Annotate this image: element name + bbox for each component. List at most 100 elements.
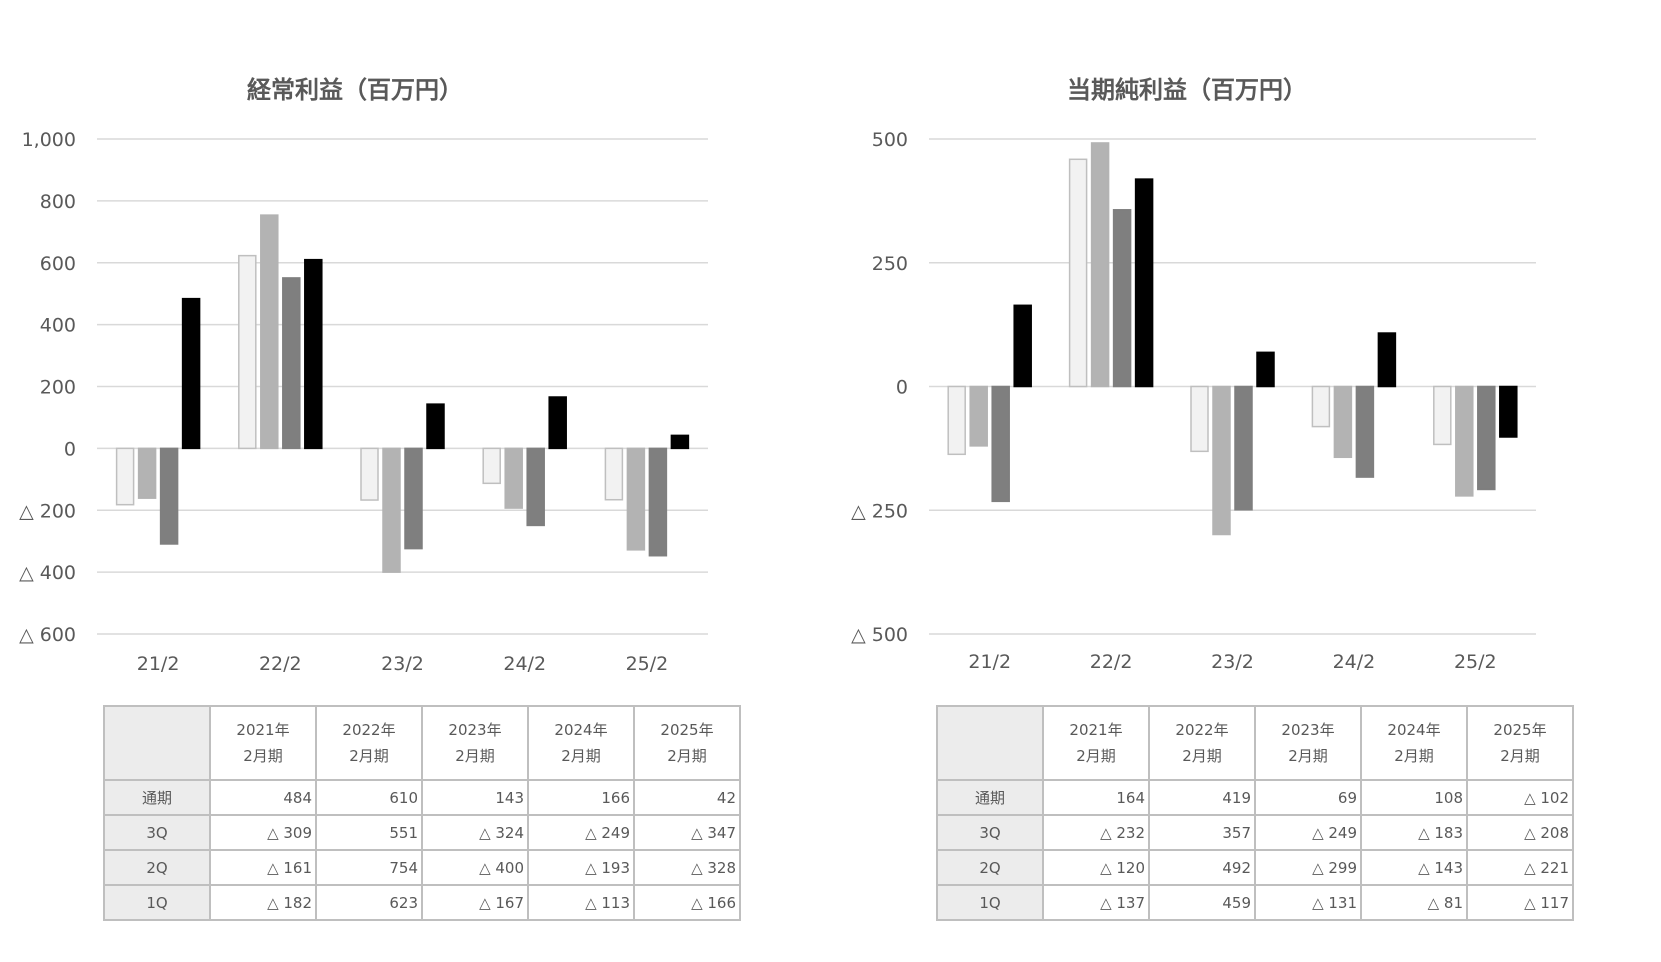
x-tick-label: 22/2 <box>1090 651 1133 673</box>
bar <box>260 214 279 450</box>
table-cell: 492 <box>1148 849 1256 886</box>
column-header-period: 2月期 <box>243 747 283 765</box>
bar <box>947 385 966 456</box>
column-header-period: 2月期 <box>1182 747 1222 765</box>
bar <box>1112 209 1132 388</box>
table-cell: 484 <box>209 779 317 816</box>
table-cell: 69 <box>1254 779 1362 816</box>
y-tick-label: 500 <box>872 129 908 151</box>
table-corner-cell <box>103 705 211 781</box>
x-tick-label: 24/2 <box>1333 651 1376 673</box>
bar <box>548 396 567 450</box>
table-cell: △ 131 <box>1254 884 1362 921</box>
column-header-period: 2月期 <box>1288 747 1328 765</box>
y-tick-label: 800 <box>40 191 76 213</box>
column-header-year: 2021年 <box>1069 721 1123 739</box>
table-cell: △ 120 <box>1042 849 1150 886</box>
table-cell: △ 193 <box>527 849 635 886</box>
table-row: 通期 484 610 143 166 42 <box>103 779 741 816</box>
column-header-year: 2021年 <box>236 721 290 739</box>
bar <box>1190 385 1209 453</box>
table-cell: 143 <box>421 779 529 816</box>
table-cell: 164 <box>1042 779 1150 816</box>
bar <box>626 447 646 551</box>
bar <box>991 385 1010 503</box>
chart-title: 当期純利益（百万円） <box>1067 76 1307 104</box>
column-header-period: 2月期 <box>349 747 389 765</box>
x-tick-label: 25/2 <box>1454 651 1497 673</box>
table-cell: △ 143 <box>1360 849 1468 886</box>
bar <box>282 277 301 450</box>
y-tick-label: △ 600 <box>19 624 76 646</box>
bar <box>1499 385 1518 438</box>
bar <box>482 447 501 485</box>
row-label: 通期 <box>103 779 211 816</box>
column-header-period: 2月期 <box>1394 747 1434 765</box>
bar <box>181 297 201 450</box>
column-header-2022: 2022年 2月期 <box>1148 705 1256 781</box>
table-cell: 357 <box>1148 814 1256 851</box>
column-header-2022: 2022年 2月期 <box>315 705 423 781</box>
y-tick-label: △ 500 <box>851 624 908 646</box>
table-cell: 419 <box>1148 779 1256 816</box>
table-cell: △ 347 <box>633 814 741 851</box>
bar <box>1433 385 1452 446</box>
bar <box>382 447 401 573</box>
column-header-2024: 2024年 2月期 <box>527 705 635 781</box>
bar <box>115 447 135 506</box>
bar <box>969 385 988 447</box>
column-header-2025: 2025年 2月期 <box>633 705 741 781</box>
net-income-chart: 当期純利益（百万円） 500 250 0 △ 250 △ 500 21/2 22/2 23/2 2… <box>851 76 1536 673</box>
table-cell: △ 137 <box>1042 884 1150 921</box>
y-tick-label: △ 250 <box>851 500 908 522</box>
table-cell: △ 161 <box>209 849 317 886</box>
row-label: 通期 <box>936 779 1044 816</box>
bar <box>604 447 624 501</box>
table-cell: △ 167 <box>421 884 529 921</box>
table-cell: △ 249 <box>1254 814 1362 851</box>
table-cell: 459 <box>1148 884 1256 921</box>
x-tick-label: 21/2 <box>968 651 1011 673</box>
table-cell: △ 113 <box>527 884 635 921</box>
bar <box>1477 385 1496 491</box>
bar <box>137 447 157 499</box>
table-cell: △ 324 <box>421 814 529 851</box>
table-header-row: 2021年 2月期 2022年 2月期 2023年 2月期 2024年 2月期 2025… <box>936 705 1574 781</box>
column-header-year: 2023年 <box>448 721 502 739</box>
x-tick-label: 23/2 <box>1211 651 1254 673</box>
column-header-2023: 2023年 2月期 <box>1254 705 1362 781</box>
table-cell: △ 221 <box>1466 849 1574 886</box>
chart-title: 経常利益（百万円） <box>247 76 463 104</box>
net-income-table: 2021年 2月期 2022年 2月期 2023年 2月期 2024年 2月期 2025… <box>936 705 1574 921</box>
row-label: 1Q <box>103 884 211 921</box>
ordinary-profit-chart: 経常利益（百万円） 1,000 800 600 400 200 0 △ 200 △ 400 △ 6… <box>19 76 708 675</box>
y-tick-label: 200 <box>40 377 76 399</box>
column-header-year: 2025年 <box>660 721 714 739</box>
x-tick-label: 25/2 <box>626 653 669 675</box>
bar <box>1090 142 1110 388</box>
table-cell: △ 182 <box>209 884 317 921</box>
bar <box>1377 332 1397 388</box>
table-cell: △ 309 <box>209 814 317 851</box>
table-row: 2Q △ 120 492 △ 299 △ 143 △ 221 <box>936 849 1574 886</box>
table-row: 3Q △ 309 551 △ 324 △ 249 △ 347 <box>103 814 741 851</box>
row-label: 2Q <box>103 849 211 886</box>
column-header-year: 2025年 <box>1493 721 1547 739</box>
table-cell: △ 117 <box>1466 884 1574 921</box>
bar <box>1212 385 1231 536</box>
bar <box>1455 385 1474 497</box>
table-cell: △ 81 <box>1360 884 1468 921</box>
ordinary-profit-table: 2021年 2月期 2022年 2月期 2023年 2月期 2024年 2月期 2025… <box>103 705 741 921</box>
table-cell: △ 183 <box>1360 814 1468 851</box>
y-tick-label: 600 <box>40 253 76 275</box>
row-label: 2Q <box>936 849 1044 886</box>
column-header-year: 2024年 <box>1387 721 1441 739</box>
bar <box>648 447 668 557</box>
column-header-period: 2月期 <box>1500 747 1540 765</box>
column-header-year: 2023年 <box>1281 721 1335 739</box>
column-header-2025: 2025年 2月期 <box>1466 705 1574 781</box>
y-tick-label: 0 <box>64 438 76 460</box>
bar <box>404 447 423 550</box>
bar <box>1256 351 1275 388</box>
bar <box>526 447 545 527</box>
